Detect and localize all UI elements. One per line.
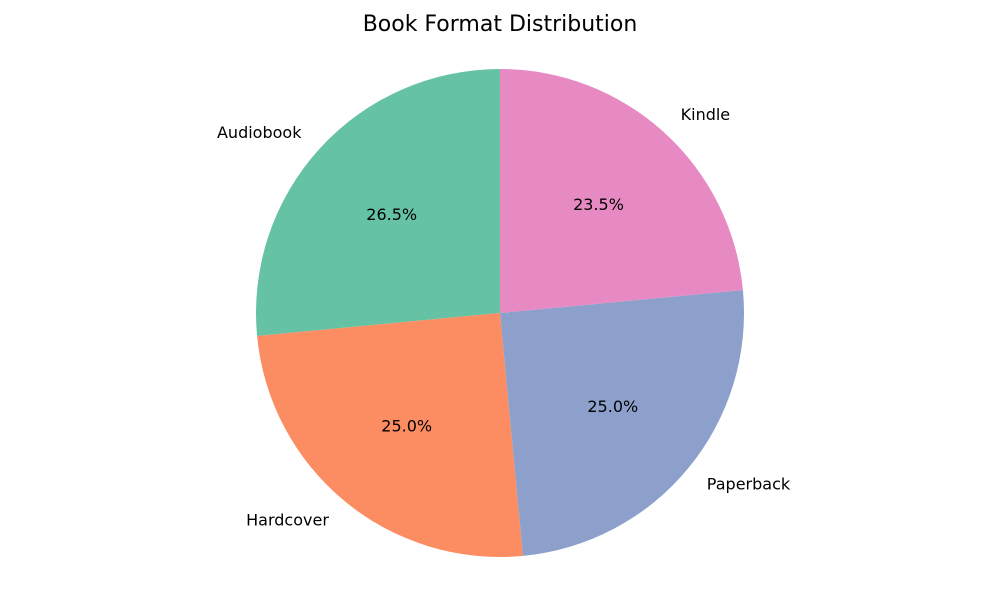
pie-slice-kindle: [500, 69, 743, 313]
pie-slice-paperback: [500, 290, 744, 556]
pie-slice-hardcover: [257, 313, 523, 557]
pie-pct-label-hardcover: 25.0%: [381, 416, 432, 435]
pie-pct-label-paperback: 25.0%: [587, 397, 638, 416]
pie-labels: 26.5% Audiobook 25.0% Hardcover 25.0% Paperba…: [217, 105, 791, 529]
pie-category-label-hardcover: Hardcover: [246, 510, 329, 529]
pie-category-label-audiobook: Audiobook: [217, 123, 302, 142]
pie-category-label-kindle: Kindle: [681, 105, 731, 124]
pie-slices: [255, 69, 744, 557]
pie-pct-label-audiobook: 26.5%: [366, 205, 417, 224]
pie-slice-audiobook: [255, 69, 500, 336]
chart-title: Book Format Distribution: [362, 12, 638, 37]
pie-category-label-paperback: Paperback: [707, 475, 791, 494]
pie-pct-label-kindle: 23.5%: [573, 195, 624, 214]
